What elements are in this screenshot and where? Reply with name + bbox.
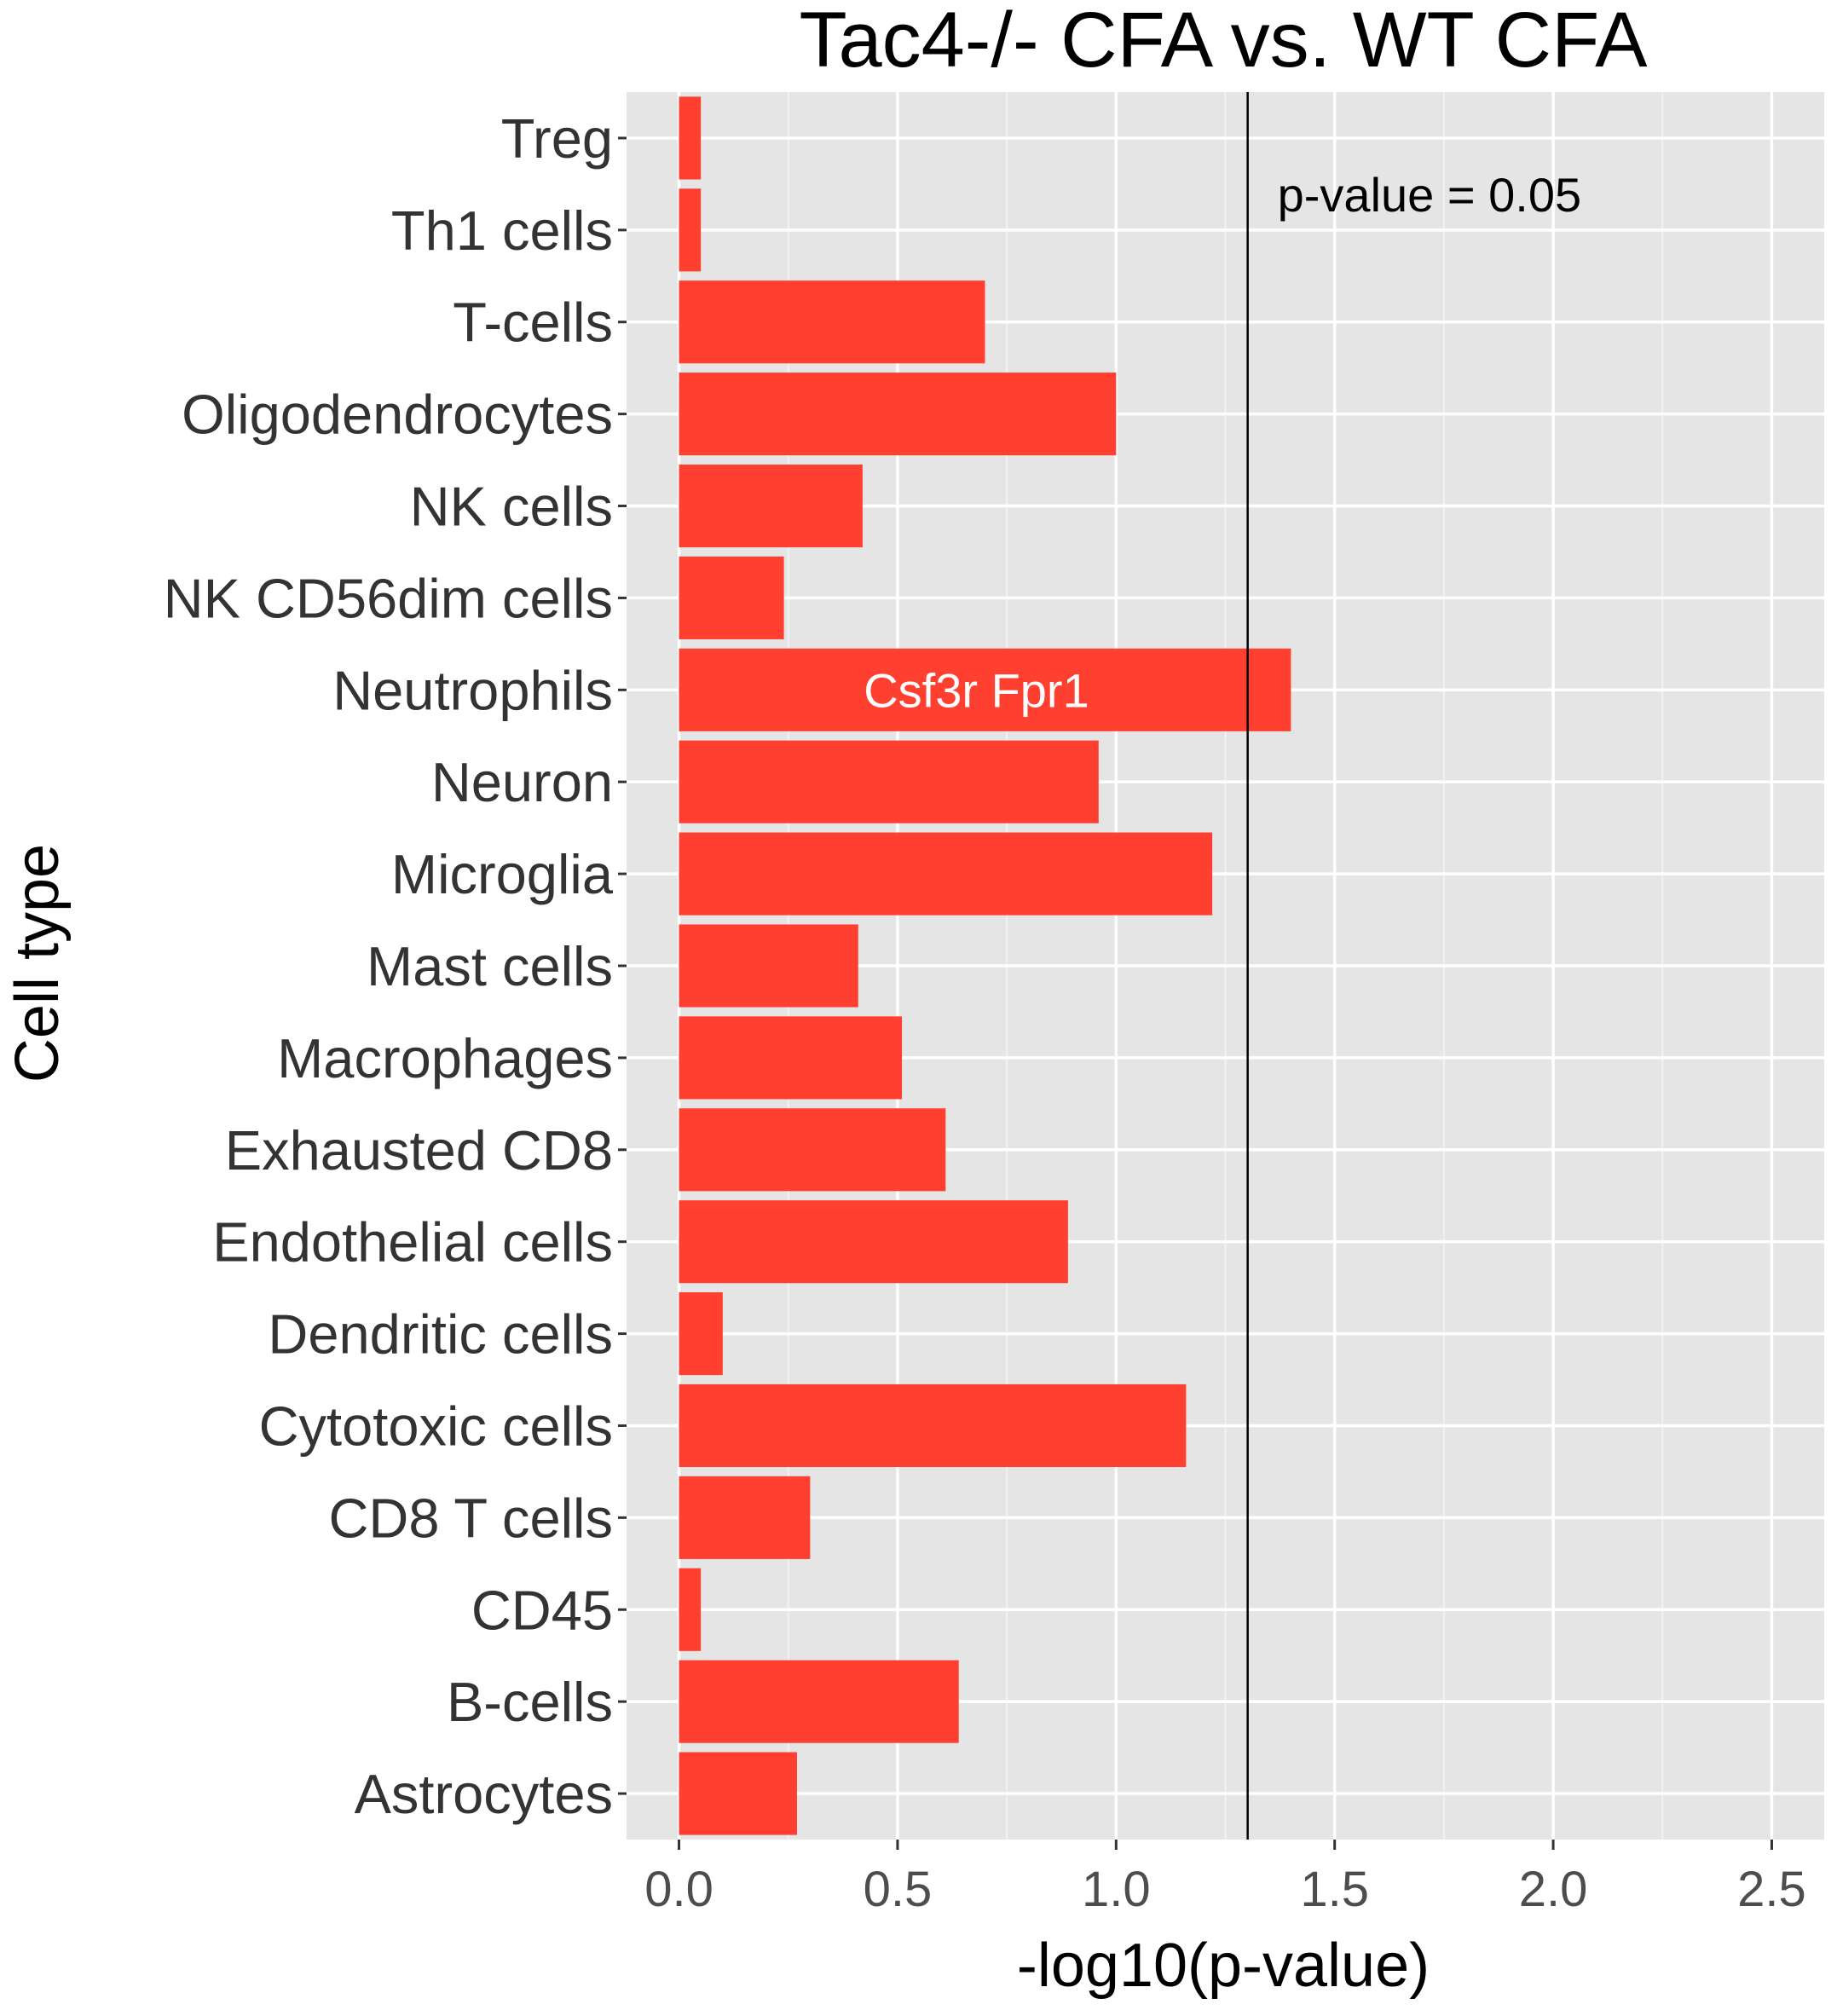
x-tick-label: 2.5: [1737, 1862, 1806, 1917]
x-axis-title: -log10(p-value): [1017, 1932, 1430, 2000]
chart-title: Tac4-/- CFA vs. WT CFA: [799, 0, 1648, 84]
y-tick-label: Endothelial cells: [212, 1211, 613, 1274]
bar-nk-cd56dim-cells: [679, 556, 784, 639]
bar-annotation: Csf3r Fpr1: [864, 663, 1089, 717]
bar-treg: [679, 96, 702, 180]
y-axis-title: Cell type: [3, 844, 72, 1083]
x-tick-label: 0.5: [864, 1862, 933, 1917]
y-tick-label: B-cells: [447, 1671, 613, 1733]
bar-exhausted-cd8: [679, 1108, 946, 1192]
bar-layer: Csf3r Fpr1: [679, 96, 1291, 1835]
y-tick-label: Oligodendrocytes: [182, 384, 613, 446]
bar-b-cells: [679, 1660, 959, 1743]
x-axis-ticks: 0.0 0.5 1.0 1.5 2.0 2.5: [644, 1840, 1806, 1917]
y-tick-label: T-cells: [453, 292, 613, 354]
y-tick-label: CD45: [471, 1579, 613, 1641]
bar-astrocytes: [679, 1752, 797, 1835]
y-tick-label: Astrocytes: [355, 1763, 613, 1825]
bar-t-cells: [679, 280, 985, 364]
y-tick-label: Neutrophils: [332, 659, 613, 721]
y-tick-label: NK CD56dim cells: [164, 567, 613, 629]
bar-microglia: [679, 832, 1213, 916]
y-tick-label: Cytotoxic cells: [259, 1395, 613, 1457]
bar-nk-cells: [679, 464, 863, 548]
y-axis-ticks: Treg Th1 cells T-cells Oligodendrocytes NK c…: [164, 107, 627, 1825]
bar-cytotoxic-cells: [679, 1383, 1187, 1468]
bar-macrophages: [679, 1016, 903, 1100]
bar-endothelial-cells: [679, 1200, 1068, 1284]
y-tick-label: Th1 cells: [391, 199, 613, 262]
x-tick-label: 1.5: [1300, 1862, 1369, 1917]
bar-dendritic-cells: [679, 1292, 723, 1376]
reference-layer: p-value = 0.05: [1246, 92, 1581, 1840]
y-tick-label: Treg: [501, 107, 613, 170]
bar-cd8-t-cells: [679, 1476, 811, 1559]
bar-th1-cells: [679, 188, 702, 272]
y-tick-label: CD8 T cells: [328, 1487, 613, 1549]
x-tick-label: 0.0: [644, 1862, 713, 1917]
y-tick-label: Mast cells: [367, 935, 613, 997]
y-tick-label: Dendritic cells: [268, 1303, 613, 1366]
reference-line-label: p-value = 0.05: [1278, 168, 1581, 222]
x-tick-label: 1.0: [1082, 1862, 1151, 1917]
bar-neuron: [679, 740, 1099, 823]
bar-mast-cells: [679, 924, 858, 1008]
bar-neutrophils: [679, 648, 1291, 731]
y-tick-label: Neuron: [431, 751, 613, 813]
y-tick-label: Microglia: [391, 843, 614, 905]
y-tick-label: Exhausted CD8: [225, 1119, 613, 1181]
y-tick-label: Macrophages: [277, 1027, 613, 1089]
bar-cd45: [679, 1568, 702, 1651]
y-tick-label: NK cells: [410, 476, 613, 538]
x-tick-label: 2.0: [1519, 1862, 1588, 1917]
bar-oligodendrocytes: [679, 373, 1117, 456]
